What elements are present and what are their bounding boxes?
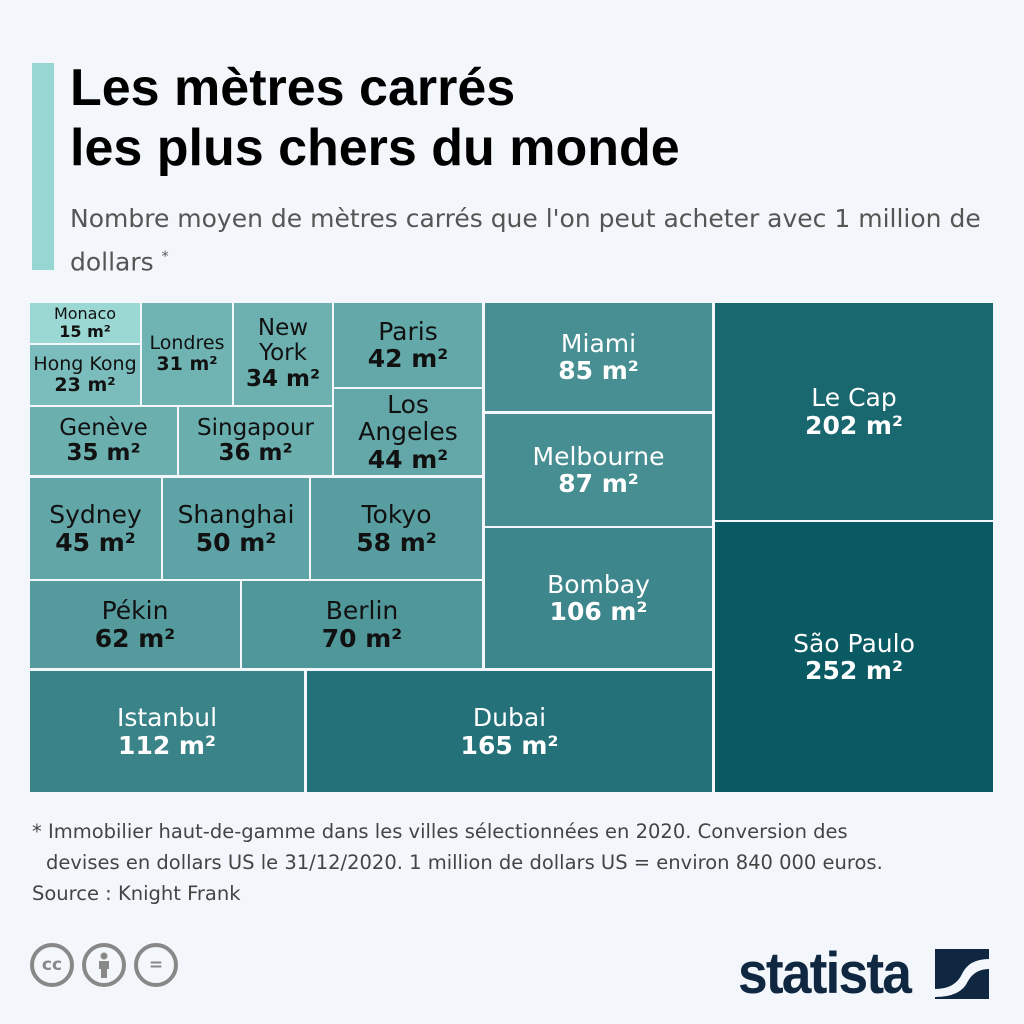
treemap-cell-6: Paris 42 m²	[334, 303, 482, 387]
cell-label: São Paulo	[793, 628, 915, 658]
title-line-2: les plus chers du monde	[70, 119, 680, 177]
license-icons[interactable]: cc =	[30, 943, 178, 987]
cell-value: 34 m²	[245, 365, 321, 392]
cell-value: 252 m²	[805, 656, 903, 685]
cell-value: 165 m²	[460, 730, 559, 760]
cell-label: Sydney	[49, 500, 142, 529]
cell-label: Istanbul	[116, 703, 218, 732]
cell-value: 36 m²	[218, 440, 293, 466]
treemap-cell-2: Londres 31 m²	[142, 303, 232, 405]
footnote-line-2: devises en dollars US le 31/12/2020. 1 m…	[46, 851, 883, 874]
cell-label: Dubai	[472, 703, 547, 732]
cell-label: Le Cap	[811, 383, 897, 412]
cell-label: Melbourne	[532, 441, 665, 471]
title-line-1: Les mètres carrés	[70, 59, 516, 117]
treemap-cell-3: New York 34 m²	[234, 303, 332, 405]
treemap-cell-11: Pékin 62 m²	[30, 581, 240, 668]
treemap-cell-0: Monaco 15 m²	[30, 303, 140, 343]
cell-label: Monaco	[53, 304, 117, 324]
cell-value: 45 m²	[55, 527, 136, 557]
cell-label: Berlin	[325, 596, 399, 625]
cell-value: 112 m²	[118, 730, 216, 760]
cell-label: Los Angeles	[358, 389, 458, 447]
cell-value: 70 m²	[321, 623, 403, 653]
statista-logo-icon	[935, 948, 990, 999]
nd-icon[interactable]: =	[134, 943, 178, 987]
treemap-cell-7: Los Angeles 44 m²	[334, 389, 482, 475]
cell-label: New York	[257, 315, 309, 367]
treemap-cell-13: Miami 85 m²	[485, 303, 712, 411]
cell-label: Tokyo	[361, 500, 432, 529]
treemap-cell-18: Le Cap 202 m²	[715, 303, 993, 520]
treemap-cell-9: Shanghai 50 m²	[163, 478, 309, 579]
treemap-cell-19: São Paulo 252 m²	[715, 522, 993, 792]
statista-logo[interactable]: statista	[738, 940, 990, 1007]
cell-label: Bombay	[547, 569, 650, 599]
cell-value: 23 m²	[54, 374, 116, 396]
cell-value: 15 m²	[59, 322, 111, 341]
cell-value: 106 m²	[549, 597, 648, 626]
cell-value: 87 m²	[558, 469, 639, 498]
treemap-cell-5: Singapour 36 m²	[179, 407, 332, 475]
treemap-cell-1: Hong Kong 23 m²	[30, 345, 140, 405]
footnote-line-1: * Immobilier haut-de-gamme dans les vill…	[32, 820, 848, 843]
cell-value: 202 m²	[805, 410, 903, 440]
cell-value: 35 m²	[66, 440, 141, 466]
cc-icon[interactable]: cc	[30, 943, 74, 987]
cell-label: Shanghai	[177, 500, 295, 529]
cell-label: Miami	[560, 328, 637, 358]
cell-label: Genève	[59, 414, 148, 441]
logo-text: statista	[738, 941, 912, 1006]
treemap-cell-12: Berlin 70 m²	[242, 581, 482, 668]
treemap-cell-4: Genève 35 m²	[30, 407, 177, 475]
subtitle-text: Nombre moyen de mètres carrés que l'on p…	[70, 204, 981, 277]
footnote: * Immobilier haut-de-gamme dans les vill…	[32, 816, 1012, 878]
page-title: Les mètres carrés les plus chers du monde	[70, 58, 970, 178]
by-icon[interactable]	[82, 943, 126, 987]
cell-value: 58 m²	[356, 527, 437, 557]
cell-label: Paris	[378, 316, 438, 346]
cell-value: 42 m²	[367, 344, 449, 373]
cell-value: 85 m²	[558, 356, 639, 385]
treemap-cell-8: Sydney 45 m²	[30, 478, 161, 579]
cell-label: Hong Kong	[33, 353, 137, 376]
treemap-cell-17: Dubai 165 m²	[307, 671, 712, 792]
treemap-cell-16: Istanbul 112 m²	[30, 671, 304, 792]
subtitle: Nombre moyen de mètres carrés que l'on p…	[70, 200, 1000, 281]
cell-value: 50 m²	[195, 527, 277, 557]
treemap-cell-15: Bombay 106 m²	[485, 528, 712, 668]
cell-label: Singapour	[197, 414, 314, 441]
cell-label: Londres	[149, 332, 225, 355]
cell-label: Pékin	[101, 596, 169, 625]
footnote-mark: *	[161, 249, 169, 265]
accent-bar	[32, 63, 54, 270]
cell-value: 31 m²	[156, 353, 218, 375]
cell-value: 62 m²	[94, 623, 176, 653]
treemap-cell-10: Tokyo 58 m²	[311, 478, 482, 579]
source: Source : Knight Frank	[32, 882, 241, 905]
treemap-cell-14: Melbourne 87 m²	[485, 414, 712, 526]
cell-value: 44 m²	[367, 444, 449, 474]
